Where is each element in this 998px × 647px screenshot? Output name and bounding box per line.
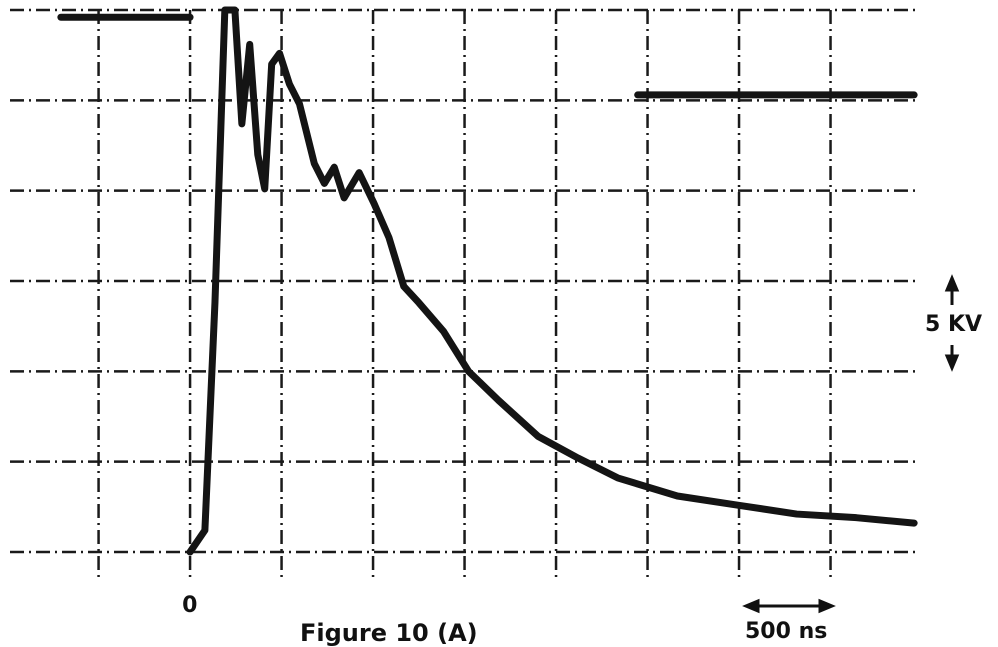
- trace: [186, 6, 918, 556]
- time-label: 500 ns: [745, 619, 827, 644]
- kv-arrow: [944, 274, 960, 372]
- scale-label: 5 KV: [925, 312, 982, 337]
- x-tick-label: 0: [182, 593, 197, 618]
- caption: Figure 10 (A): [300, 619, 478, 647]
- ns-arrow: [742, 598, 836, 614]
